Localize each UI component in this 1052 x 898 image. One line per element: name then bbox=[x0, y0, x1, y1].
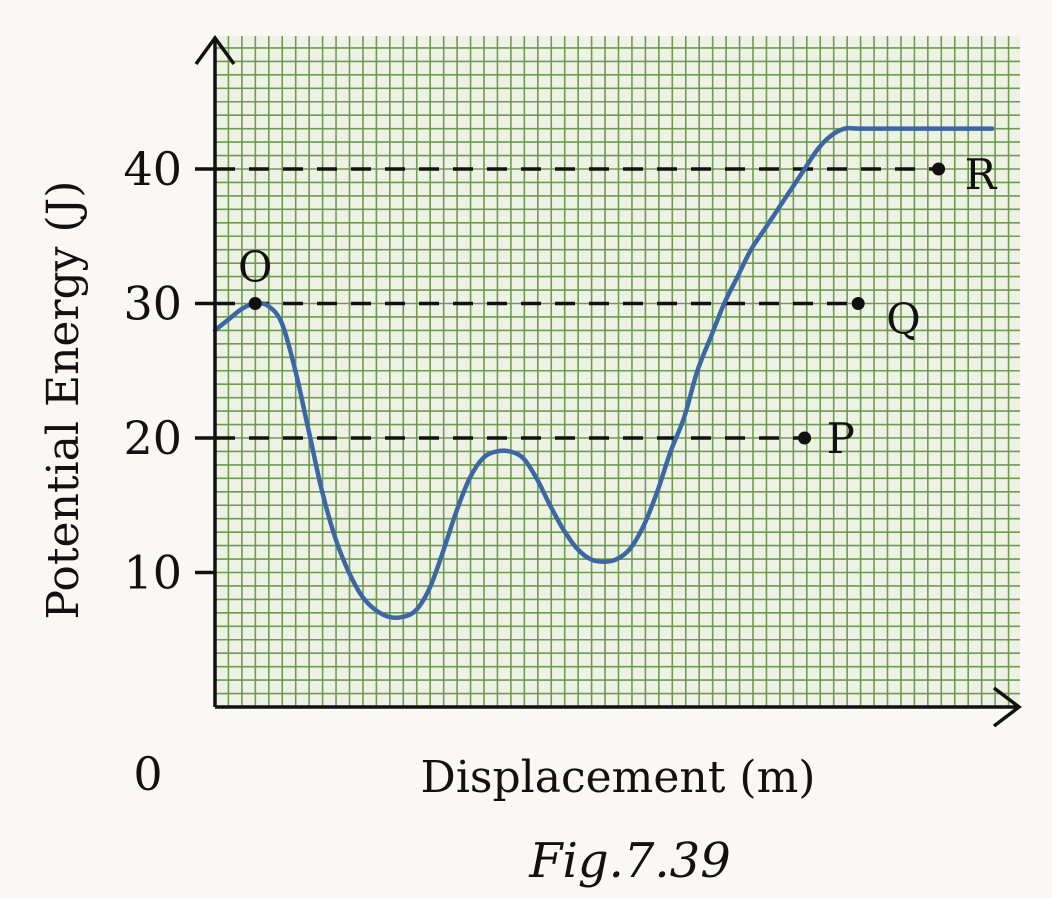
potential-energy-curve bbox=[212, 125, 995, 620]
point-o-label: O bbox=[238, 243, 272, 292]
y-axis-arrow bbox=[194, 35, 236, 66]
x-axis-label: Displacement (m) bbox=[421, 752, 816, 803]
point-r-marker bbox=[932, 162, 946, 176]
point-p-label: P bbox=[827, 414, 855, 463]
y-tick-label: 10 bbox=[123, 546, 182, 600]
y-tick-label: 30 bbox=[123, 277, 182, 331]
origin-label: 0 bbox=[133, 747, 162, 801]
y-tick-label: 40 bbox=[123, 142, 182, 196]
figure-caption: Fig.7.39 bbox=[528, 833, 731, 889]
point-r-label: R bbox=[965, 150, 998, 199]
point-p-marker bbox=[798, 431, 812, 445]
axes bbox=[194, 35, 1022, 728]
point-q-marker bbox=[851, 297, 865, 310]
point-q-label: Q bbox=[886, 295, 920, 344]
point-o-marker bbox=[248, 297, 262, 310]
labeled-points: O P Q R bbox=[238, 150, 998, 463]
y-axis-label: Potential Energy (J) bbox=[38, 181, 89, 620]
y-tick-label: 20 bbox=[123, 411, 182, 465]
x-axis-arrow bbox=[992, 686, 1022, 728]
y-tick-labels: 10 20 30 40 bbox=[123, 142, 215, 600]
dashed-reference-lines bbox=[215, 167, 939, 440]
